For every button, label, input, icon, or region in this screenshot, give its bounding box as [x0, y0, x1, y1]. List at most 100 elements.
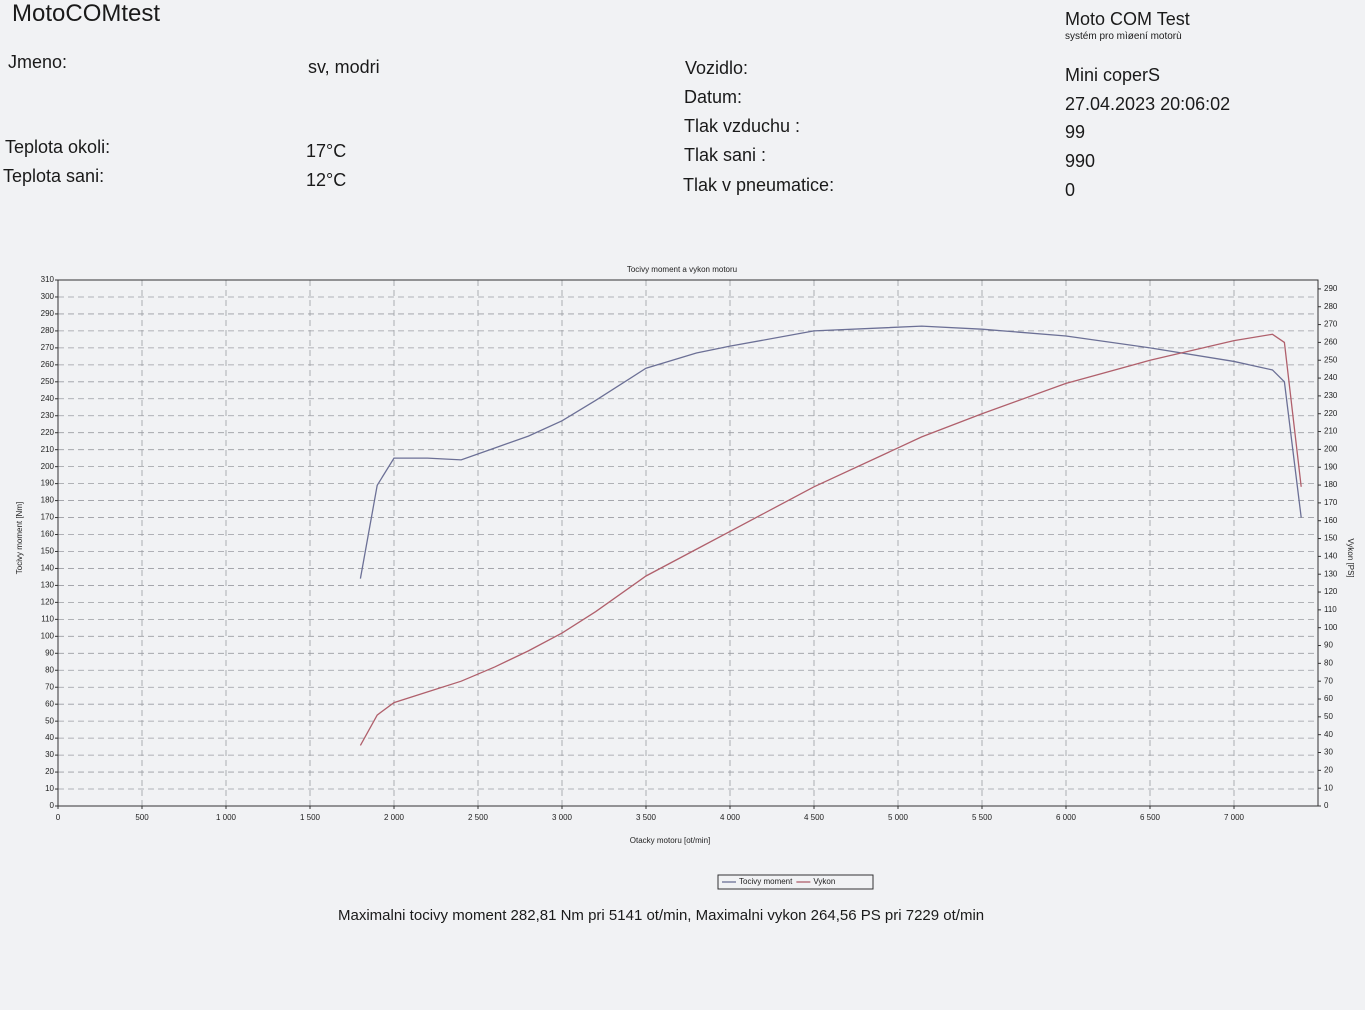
x-axis-label: Otacky motoru [ot/min] — [630, 836, 710, 845]
y-tick-label: 240 — [41, 394, 55, 403]
y-tick-label: 30 — [45, 750, 54, 759]
field-label: Teplota okoli: — [5, 137, 111, 157]
field-value: sv, modri — [308, 57, 380, 77]
footer-summary: Maximalni tocivy moment 282,81 Nm pri 51… — [338, 907, 985, 924]
x-tick-label: 1 000 — [216, 813, 237, 822]
y2-tick-label: 160 — [1324, 516, 1338, 525]
y-tick-label: 150 — [41, 547, 55, 556]
field-value: 17°C — [306, 141, 347, 161]
y2-tick-label: 20 — [1324, 765, 1333, 774]
series-line — [359, 333, 1302, 746]
y-tick-label: 40 — [45, 733, 54, 742]
y2-tick-label: 10 — [1324, 783, 1333, 792]
x-tick-label: 0 — [56, 813, 61, 822]
x-tick-label: 2 500 — [468, 813, 489, 822]
title: MotoCOMtest — [12, 0, 161, 27]
field-label: Datum: — [684, 87, 743, 107]
y2-tick-label: 220 — [1324, 409, 1338, 418]
y2-tick-label: 250 — [1324, 355, 1338, 364]
y-tick-label: 190 — [41, 479, 55, 488]
x-tick-label: 3 500 — [636, 813, 657, 822]
y2-axis-label: Vykon [PS] — [1346, 538, 1355, 577]
y-tick-label: 110 — [41, 614, 54, 623]
y2-tick-label: 170 — [1324, 498, 1338, 507]
y-tick-label: 260 — [41, 360, 55, 369]
brand: Moto COM Test — [1065, 9, 1190, 29]
field-label: Tlak v pneumatice: — [683, 175, 835, 195]
y-tick-label: 70 — [45, 682, 54, 691]
y2-tick-label: 60 — [1324, 694, 1333, 703]
x-tick-label: 4 500 — [804, 813, 825, 822]
series-line — [359, 325, 1302, 579]
y2-tick-label: 40 — [1324, 730, 1333, 739]
y2-tick-label: 150 — [1324, 534, 1338, 543]
y-tick-label: 310 — [41, 275, 55, 284]
y2-tick-label: 140 — [1324, 551, 1338, 560]
field-label: Tlak sani : — [684, 145, 767, 165]
y2-tick-label: 200 — [1324, 444, 1338, 453]
y2-tick-label: 100 — [1324, 623, 1338, 632]
y2-tick-label: 0 — [1324, 801, 1329, 810]
y-tick-label: 300 — [41, 292, 55, 301]
legend-label: Tocivy moment — [739, 877, 793, 886]
y2-tick-label: 80 — [1324, 658, 1333, 667]
y2-tick-label: 120 — [1324, 587, 1338, 596]
field-value: Mini coperS — [1065, 65, 1161, 85]
y-tick-label: 200 — [41, 462, 55, 471]
x-tick-label: 1 500 — [300, 813, 321, 822]
x-tick-label: 4 000 — [720, 813, 741, 822]
y2-tick-label: 230 — [1324, 391, 1338, 400]
y-tick-label: 100 — [41, 631, 55, 640]
y-tick-label: 160 — [41, 530, 55, 539]
y-tick-label: 170 — [41, 513, 55, 522]
y-tick-label: 60 — [45, 699, 54, 708]
y-tick-label: 0 — [50, 801, 55, 810]
field-value: 12°C — [306, 170, 347, 190]
y2-tick-label: 50 — [1324, 712, 1333, 721]
field-label: Tlak vzduchu : — [684, 116, 801, 136]
y-tick-label: 280 — [41, 326, 55, 335]
plot-frame — [57, 279, 1319, 807]
y-tick-label: 10 — [45, 784, 54, 793]
y-tick-label: 50 — [45, 716, 54, 725]
y-tick-label: 250 — [41, 377, 55, 386]
y2-tick-label: 190 — [1324, 462, 1338, 471]
y-tick-label: 180 — [41, 496, 55, 505]
brand-subtitle: systém pro mìøení motorù — [1065, 31, 1182, 42]
y2-tick-label: 30 — [1324, 748, 1333, 757]
x-tick-label: 6 000 — [1056, 813, 1077, 822]
y-tick-label: 230 — [41, 411, 55, 420]
y-tick-label: 220 — [41, 428, 55, 437]
y-tick-label: 140 — [41, 564, 55, 573]
field-label: Teplota sani: — [3, 166, 105, 186]
field-value: 27.04.2023 20:06:02 — [1065, 94, 1231, 114]
y2-tick-label: 270 — [1324, 320, 1338, 329]
field-value: 990 — [1065, 151, 1096, 171]
y-tick-label: 20 — [45, 767, 54, 776]
y2-tick-label: 180 — [1324, 480, 1338, 489]
y2-tick-label: 260 — [1324, 338, 1338, 347]
y2-tick-label: 210 — [1324, 427, 1338, 436]
x-tick-label: 500 — [135, 813, 149, 822]
y2-tick-label: 130 — [1324, 569, 1338, 578]
field-label: Jmeno: — [8, 52, 68, 72]
x-tick-label: 3 000 — [552, 813, 573, 822]
field-value: 99 — [1065, 122, 1086, 142]
y2-tick-label: 70 — [1324, 676, 1333, 685]
x-tick-label: 6 500 — [1140, 813, 1161, 822]
y-tick-label: 130 — [41, 581, 55, 590]
y2-tick-label: 290 — [1324, 284, 1338, 293]
y2-tick-label: 110 — [1324, 605, 1337, 614]
field-label: Vozidlo: — [685, 58, 749, 78]
y2-tick-label: 90 — [1324, 641, 1333, 650]
y-tick-label: 120 — [41, 597, 55, 606]
field-value: 0 — [1065, 180, 1076, 200]
legend-box — [717, 874, 874, 890]
y2-tick-label: 280 — [1324, 302, 1338, 311]
y-tick-label: 290 — [41, 309, 55, 318]
y-axis-label: Tocivy moment [Nm] — [15, 502, 24, 574]
y2-tick-label: 240 — [1324, 373, 1338, 382]
chart-title: Tocivy moment a vykon motoru — [627, 265, 737, 274]
